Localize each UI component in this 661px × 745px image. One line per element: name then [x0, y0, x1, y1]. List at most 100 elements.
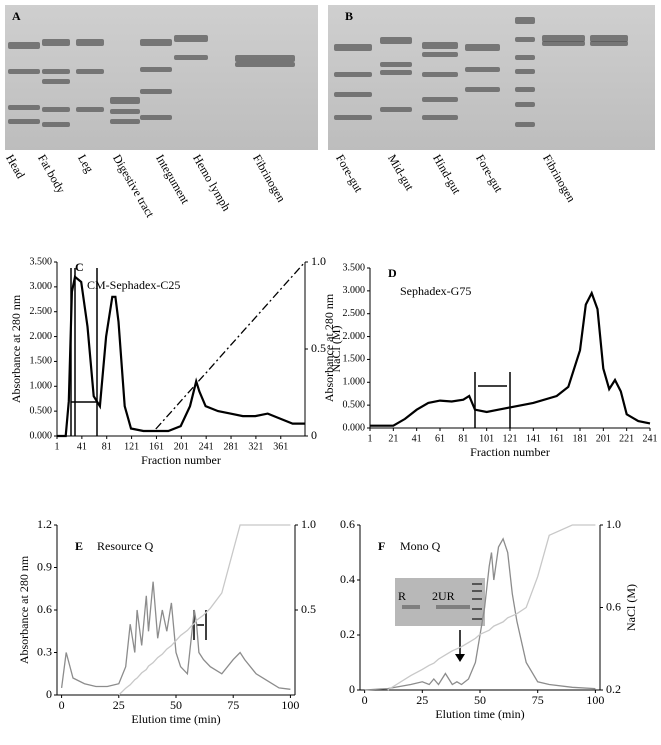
y-tick-label: 0.6: [340, 517, 355, 531]
x-tick-label: 0: [59, 698, 65, 712]
x-tick-label: 81: [458, 433, 468, 444]
inset-label: R: [398, 589, 406, 603]
y-tick-label: 0.4: [340, 572, 355, 586]
x-tick-label: 100: [586, 693, 604, 707]
x-tick-label: 50: [474, 693, 486, 707]
y-tick-label: 1.500: [343, 354, 366, 365]
y-tick-label: 1.500: [30, 356, 53, 367]
gel-band: [42, 107, 70, 112]
gel-band: [590, 35, 628, 42]
x-tick-label: 81: [102, 441, 112, 452]
inset-gel: [395, 578, 485, 626]
y2-tick-label: 1.0: [301, 517, 316, 531]
gel-band: [174, 35, 208, 42]
y2-tick-label: 1.0: [311, 254, 326, 268]
y-tick-label: 0.2: [340, 627, 355, 641]
y-axis-label: Absorbance at 280 nm: [322, 293, 336, 402]
y2-tick-label: 0.5: [301, 602, 316, 616]
y-tick-label: 0.000: [30, 430, 53, 441]
x-tick-label: 21: [388, 433, 398, 444]
y2-axis-label: NaCl (M): [624, 584, 638, 631]
y-axis-label: Absorbance at 280 nm: [17, 555, 31, 664]
gel-band: [422, 72, 458, 77]
x-tick-label: 61: [435, 433, 445, 444]
y-tick-label: 0.9: [37, 559, 52, 573]
gel-band: [380, 70, 412, 75]
gel-band: [8, 42, 40, 49]
data-line: [57, 274, 305, 438]
x-tick-label: 161: [549, 433, 564, 444]
gel-band: [515, 122, 535, 127]
lane-label: Fibrinogen: [540, 152, 578, 205]
y-tick-label: 2.000: [343, 331, 366, 342]
gel-band: [235, 55, 295, 62]
gel-band: [465, 67, 500, 72]
gel-band: [42, 69, 70, 74]
gel-band: [515, 69, 535, 74]
gel-band: [76, 69, 104, 74]
x-tick-label: 361: [273, 441, 288, 452]
gel-band: [465, 87, 500, 92]
x-tick-label: 100: [281, 698, 299, 712]
lane-label: Hind-gut: [430, 152, 464, 197]
x-tick-label: 25: [416, 693, 428, 707]
gel-band: [472, 608, 482, 610]
gel-band: [76, 39, 104, 46]
x-tick-label: 75: [532, 693, 544, 707]
x-axis-label: Elution time (min): [435, 707, 524, 721]
gel-band: [436, 605, 470, 609]
gel-band: [422, 52, 458, 57]
chart-title: Sephadex-G75: [400, 284, 471, 298]
x-tick-label: 201: [174, 441, 189, 452]
gel-band: [174, 55, 208, 60]
arrow-head: [455, 654, 465, 662]
gel-band: [42, 122, 70, 127]
y-tick-label: 2.500: [343, 308, 366, 319]
gel-band: [140, 39, 172, 46]
gel-band: [515, 17, 535, 24]
gel-band: [42, 39, 70, 46]
y-tick-label: 0.6: [37, 602, 52, 616]
lane-label: Mid-gut: [385, 152, 417, 194]
lane-label: Head: [3, 152, 28, 181]
x-tick-label: 121: [124, 441, 139, 452]
x-axis-label: Fraction number: [141, 453, 221, 467]
y2-tick-label: 1.0: [606, 517, 621, 531]
gel-band: [515, 87, 535, 92]
x-tick-label: 25: [113, 698, 125, 712]
y2-tick-label: 0: [311, 428, 317, 442]
gel-band: [422, 97, 458, 102]
panel-label: E: [75, 539, 83, 553]
lane-label: Fat body: [35, 152, 68, 196]
lane-label: Fore-gut: [333, 152, 366, 195]
panel-label: C: [75, 260, 84, 274]
inset-label: 2UR: [432, 589, 455, 603]
gel-band: [465, 44, 500, 51]
gel-band: [590, 41, 628, 46]
gel-band: [140, 67, 172, 72]
gel-band: [380, 62, 412, 67]
panel-label: F: [378, 539, 385, 553]
y-tick-label: 3.500: [343, 262, 366, 273]
y-tick-label: 3.000: [343, 285, 366, 296]
gel-band: [235, 62, 295, 67]
gel-band: [515, 55, 535, 60]
y-tick-label: 2.500: [30, 306, 53, 317]
gel-band: [472, 583, 482, 585]
data-line: [155, 261, 306, 430]
x-tick-label: 221: [619, 433, 634, 444]
y2-tick-label: 0.5: [311, 341, 326, 355]
lane-label: Leg: [75, 152, 96, 175]
panel-label: B: [345, 9, 353, 23]
x-axis-label: Elution time (min): [131, 712, 220, 726]
gel-band: [422, 42, 458, 49]
gel-image: [328, 5, 655, 150]
x-axis-label: Fraction number: [470, 445, 550, 459]
lane-label: Hemo lymph: [190, 152, 234, 214]
gel-band: [334, 72, 372, 77]
y2-tick-label: 0.2: [606, 682, 621, 696]
data-line: [60, 581, 291, 690]
gel-band: [380, 107, 412, 112]
